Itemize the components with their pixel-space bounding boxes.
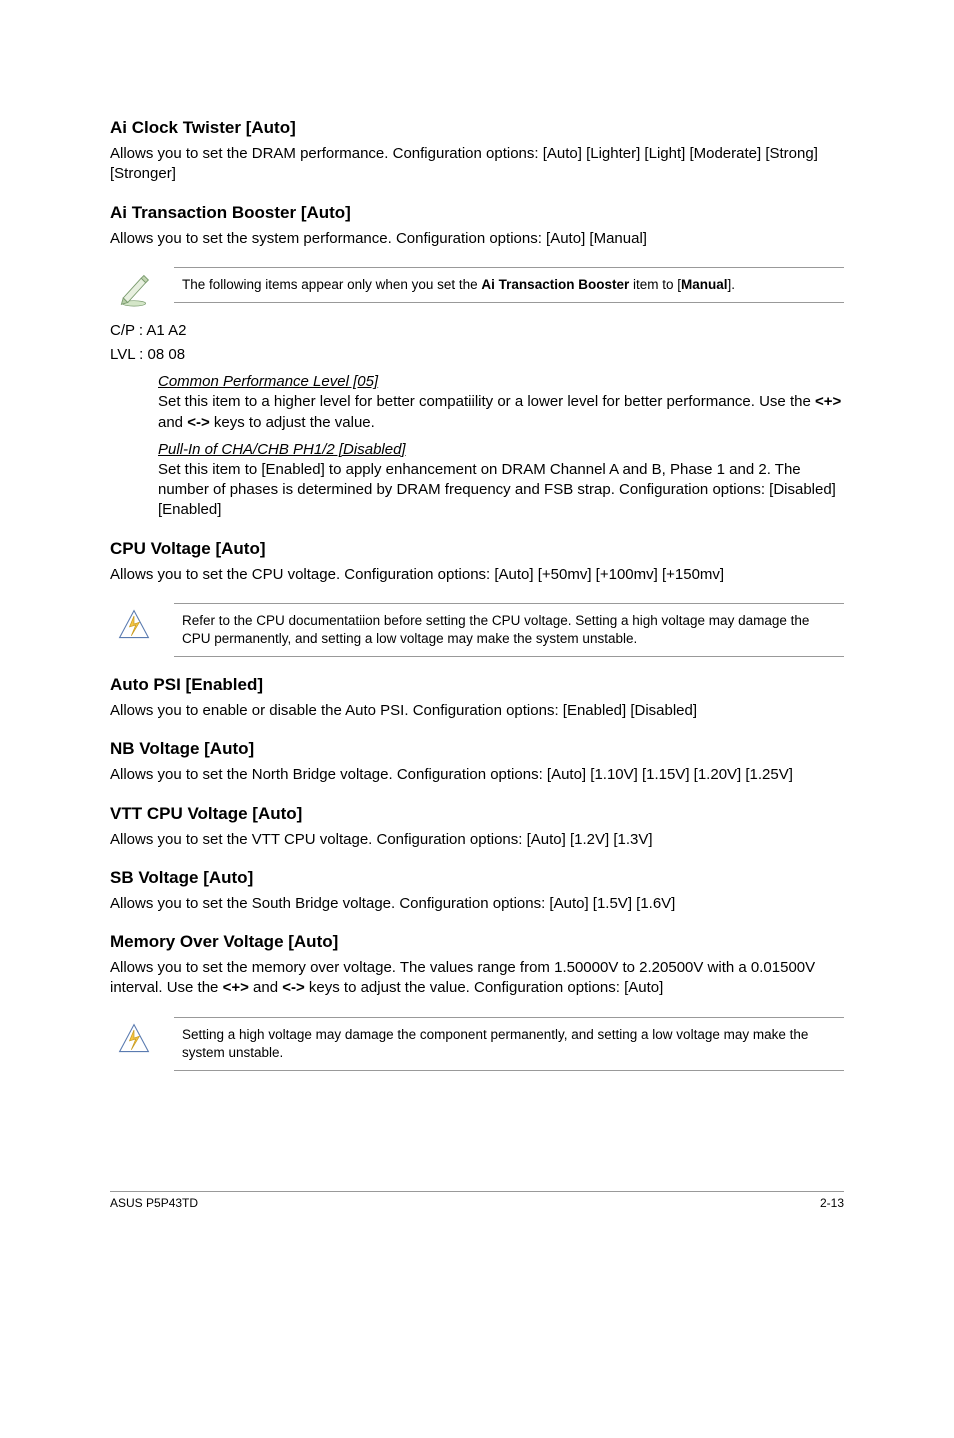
mem-key1: <+> [223, 979, 249, 996]
body-cpu-voltage: Allows you to set the CPU voltage. Confi… [110, 565, 844, 585]
note-pen-content: The following items appear only when you… [174, 267, 844, 303]
note1-bold: Ai Transaction Booster [481, 277, 629, 292]
mem-body-b: keys to adjust the value. Configuration … [305, 979, 664, 996]
cpl-mid: and [158, 414, 187, 431]
cpl-title: Common Performance Level [05] [158, 373, 844, 390]
pullin-title: Pull-In of CHA/CHB PH1/2 [Disabled] [158, 441, 844, 458]
note-pen-text: The following items appear only when you… [182, 276, 840, 294]
pen-icon [110, 267, 158, 307]
heading-nb-voltage: NB Voltage [Auto] [110, 739, 844, 759]
body-trans-booster: Allows you to set the system performance… [110, 229, 844, 249]
note-warn-box-1: Refer to the CPU documentatiion before s… [110, 603, 844, 657]
heading-mem-over: Memory Over Voltage [Auto] [110, 932, 844, 952]
cpl-body-a: Set this item to a higher level for bett… [158, 393, 815, 410]
note-pen-box: The following items appear only when you… [110, 267, 844, 307]
note1-mid: item to [ [629, 277, 681, 292]
heading-auto-psi: Auto PSI [Enabled] [110, 675, 844, 695]
warning-icon [110, 1017, 158, 1057]
heading-sb-voltage: SB Voltage [Auto] [110, 868, 844, 888]
mem-key2: <-> [282, 979, 305, 996]
cpl-body-b: keys to adjust the value. [210, 414, 375, 431]
cp-line-1: C/P : A1 A2 [110, 321, 844, 341]
note-warn-content-2: Setting a high voltage may damage the co… [174, 1017, 844, 1071]
cpl-body: Set this item to a higher level for bett… [158, 392, 844, 433]
note-warn-text-1: Refer to the CPU documentatiion before s… [182, 612, 840, 648]
note1-prefix: The following items appear only when you… [182, 277, 481, 292]
mem-mid: and [249, 979, 282, 996]
body-sb-voltage: Allows you to set the South Bridge volta… [110, 894, 844, 914]
note-warn-content-1: Refer to the CPU documentatiion before s… [174, 603, 844, 657]
note1-suffix: ]. [728, 277, 736, 292]
heading-clock-twister: Ai Clock Twister [Auto] [110, 118, 844, 138]
note1-bold2: Manual [681, 277, 728, 292]
cpl-block: Common Performance Level [05] Set this i… [110, 373, 844, 520]
heading-vtt-voltage: VTT CPU Voltage [Auto] [110, 804, 844, 824]
cpl-key2: <-> [187, 414, 210, 431]
footer-right: 2-13 [820, 1196, 844, 1210]
heading-trans-booster: Ai Transaction Booster [Auto] [110, 203, 844, 223]
heading-cpu-voltage: CPU Voltage [Auto] [110, 539, 844, 559]
cp-line-2: LVL : 08 08 [110, 345, 844, 365]
footer-left: ASUS P5P43TD [110, 1196, 198, 1210]
page-footer: ASUS P5P43TD 2-13 [110, 1191, 844, 1210]
note-warn-box-2: Setting a high voltage may damage the co… [110, 1017, 844, 1071]
note-warn-text-2: Setting a high voltage may damage the co… [182, 1026, 840, 1062]
cpl-key1: <+> [815, 393, 841, 410]
warning-icon [110, 603, 158, 643]
body-vtt-voltage: Allows you to set the VTT CPU voltage. C… [110, 830, 844, 850]
body-clock-twister: Allows you to set the DRAM performance. … [110, 144, 844, 185]
body-mem-over: Allows you to set the memory over voltag… [110, 958, 844, 999]
body-auto-psi: Allows you to enable or disable the Auto… [110, 701, 844, 721]
pullin-body: Set this item to [Enabled] to apply enha… [158, 460, 844, 521]
body-nb-voltage: Allows you to set the North Bridge volta… [110, 765, 844, 785]
